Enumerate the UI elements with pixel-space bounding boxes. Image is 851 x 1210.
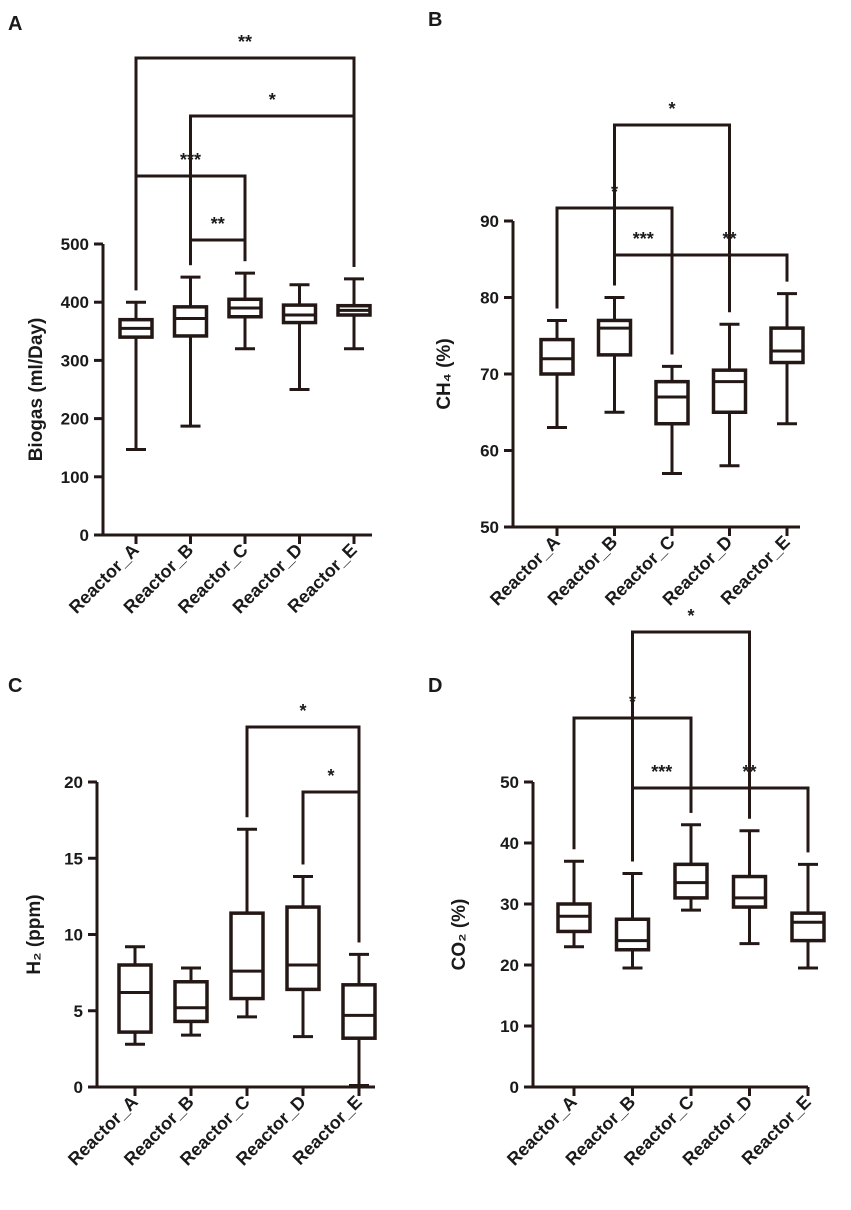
y-tick-label: 5 (74, 1002, 83, 1021)
y-axis-title: Biogas (ml/Day) (26, 318, 47, 462)
box-Reactor_B (172, 275, 209, 428)
y-tick-label: 10 (64, 926, 83, 945)
significance-bracket: * (245, 701, 361, 943)
box-Reactor_C (673, 823, 709, 912)
y-tick-label: 0 (510, 1078, 519, 1097)
significance-bracket: * (631, 606, 751, 862)
y-tick-label: 0 (80, 526, 89, 545)
box-Reactor_C (654, 364, 690, 475)
significance-label: * (269, 90, 276, 110)
y-tick-label: 0 (74, 1078, 83, 1097)
significance-label: * (687, 606, 694, 626)
box-Reactor_D (285, 875, 321, 1039)
panel-letter: C (8, 675, 22, 697)
box-iqr (173, 980, 209, 1024)
y-tick-label: 500 (61, 235, 89, 254)
y-tick-label: 80 (480, 289, 499, 308)
box-iqr (614, 917, 651, 952)
box-Reactor_E (341, 952, 377, 1087)
bracket-line (189, 114, 356, 267)
significance-bracket: ** (134, 32, 356, 291)
significance-label: * (299, 701, 306, 721)
y-tick-label: 20 (500, 956, 519, 975)
significance-bracket: * (613, 99, 731, 313)
box-Reactor_C (229, 827, 265, 1019)
box-iqr (117, 963, 153, 1034)
y-tick-label: 200 (61, 410, 89, 429)
box-Reactor_D (731, 829, 768, 946)
box-iqr (673, 862, 709, 900)
box-Reactor_A (539, 318, 575, 430)
significance-bracket: *** (631, 762, 693, 862)
box-iqr (731, 874, 768, 909)
box-iqr (539, 337, 575, 376)
box-iqr (769, 326, 805, 365)
box-Reactor_A (117, 945, 153, 1046)
significance-bracket: ** (189, 214, 247, 266)
box-Reactor_A (556, 859, 592, 949)
y-tick-label: 50 (500, 773, 519, 792)
bracket-line (189, 238, 247, 266)
y-tick-label: 100 (61, 468, 89, 487)
panel-letter: A (8, 13, 22, 35)
bracket-line (613, 123, 731, 313)
y-tick-label: 50 (480, 518, 499, 537)
box-Reactor_D (711, 322, 748, 468)
significance-label: * (327, 766, 334, 786)
box-Reactor_E (336, 277, 372, 351)
box-iqr (790, 911, 826, 943)
box-iqr (172, 305, 209, 338)
box-iqr (654, 379, 690, 426)
bracket-line (245, 725, 361, 943)
y-tick-label: 90 (480, 212, 499, 231)
bracket-line (134, 56, 356, 291)
y-tick-label: 30 (500, 895, 519, 914)
box-iqr (556, 902, 592, 934)
box-iqr (341, 983, 377, 1040)
box-iqr (596, 318, 633, 357)
panel-letter: B (428, 9, 442, 31)
box-Reactor_B (614, 872, 651, 970)
significance-label: ** (238, 32, 252, 52)
y-axis-title: H₂ (ppm) (24, 894, 45, 974)
y-tick-label: 70 (480, 365, 499, 384)
y-tick-label: 15 (64, 849, 83, 868)
y-tick-label: 10 (500, 1017, 519, 1036)
y-tick-label: 60 (480, 442, 499, 461)
box-Reactor_D (281, 283, 318, 391)
y-tick-label: 400 (61, 293, 89, 312)
box-Reactor_E (769, 292, 805, 426)
y-axis-title: CO₂ (%) (449, 899, 470, 971)
y-tick-label: 40 (500, 834, 519, 853)
y-tick-label: 300 (61, 351, 89, 370)
significance-label: ** (211, 214, 225, 234)
panel-letter: D (428, 675, 442, 697)
box-Reactor_B (596, 296, 633, 414)
significance-label: *** (633, 229, 654, 249)
box-iqr (285, 905, 321, 992)
box-iqr (711, 368, 748, 414)
box-Reactor_C (227, 271, 263, 351)
box-iqr (229, 911, 265, 1001)
box-Reactor_A (118, 300, 154, 451)
bracket-line (631, 630, 751, 862)
box-Reactor_E (790, 862, 826, 970)
box-Reactor_B (173, 966, 209, 1037)
y-tick-label: 20 (64, 773, 83, 792)
significance-label: * (668, 99, 675, 119)
y-axis-title: CH₄ (%) (434, 338, 455, 409)
significance-label: *** (651, 762, 672, 782)
